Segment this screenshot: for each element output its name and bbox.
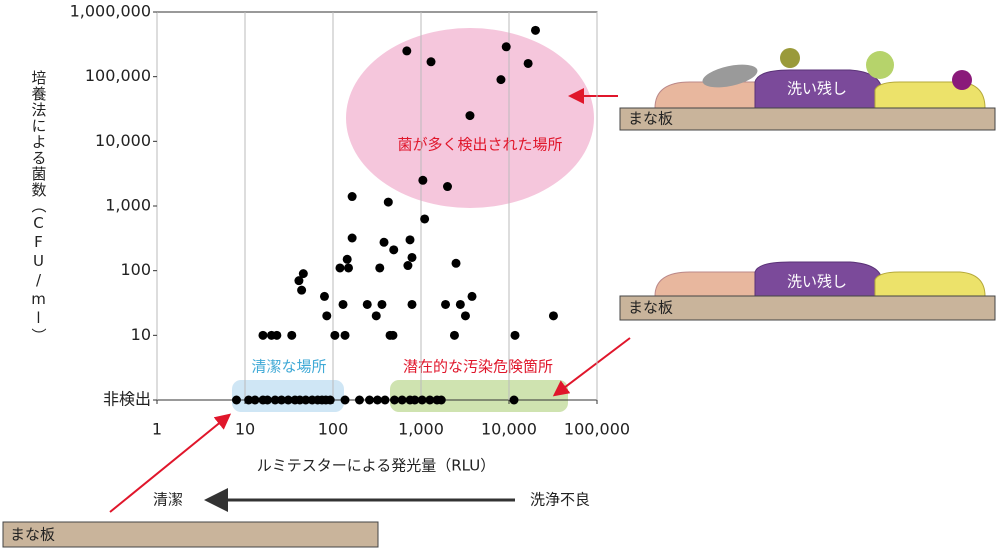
point	[410, 395, 420, 405]
point	[389, 245, 399, 255]
point	[270, 395, 280, 405]
point	[272, 330, 282, 340]
point	[465, 111, 475, 121]
point	[365, 395, 375, 405]
point	[297, 285, 307, 295]
point	[523, 58, 533, 68]
y-axis-label: 培養法による菌数（CFU/ml）	[30, 70, 48, 344]
point	[383, 197, 393, 207]
arrow-label: 洗浄不良	[530, 491, 590, 509]
point	[388, 330, 398, 340]
risk-region	[390, 380, 568, 412]
point	[403, 261, 413, 271]
point	[330, 330, 340, 340]
point	[425, 395, 435, 405]
point	[340, 330, 350, 340]
x-tick-label: 100,000	[564, 420, 630, 439]
point	[407, 252, 417, 262]
illustration-label: まな板	[628, 110, 673, 128]
point	[441, 299, 451, 309]
point	[407, 299, 417, 309]
point	[298, 269, 308, 279]
illustration-cleaned	[619, 261, 996, 321]
point	[372, 395, 382, 405]
point	[342, 254, 352, 264]
y-tick-label: 10	[131, 325, 151, 344]
point	[277, 395, 287, 405]
point	[377, 299, 387, 309]
point	[338, 299, 348, 309]
point	[362, 299, 372, 309]
point	[347, 233, 357, 243]
point	[354, 395, 364, 405]
point	[322, 311, 332, 321]
point	[294, 276, 304, 286]
point	[510, 330, 520, 340]
point	[380, 395, 390, 405]
illustration-label: まな板	[10, 526, 55, 544]
arrows	[109, 88, 631, 513]
point	[375, 263, 385, 273]
illustration-dirty	[619, 48, 996, 131]
x-tick-label: 1	[152, 420, 162, 439]
point	[436, 395, 446, 405]
x-tick-label: 10,000	[481, 420, 537, 439]
point	[530, 25, 540, 35]
point	[258, 330, 268, 340]
y-tick-label: 非検出	[103, 390, 151, 409]
point	[501, 42, 511, 52]
annotation: 清潔な場所	[251, 358, 326, 376]
x-tick-label: 1,000	[398, 420, 444, 439]
point	[402, 46, 412, 56]
point	[343, 263, 353, 273]
point	[420, 214, 430, 224]
point	[319, 291, 329, 301]
illustration-label: まな板	[628, 299, 673, 317]
annotation: 菌が多く検出された場所	[397, 136, 562, 154]
point	[262, 395, 272, 405]
point	[449, 330, 459, 340]
point	[250, 395, 260, 405]
point	[231, 395, 241, 405]
point	[340, 395, 350, 405]
y-tick-label: 100	[120, 260, 151, 279]
arrow-label: 清潔	[153, 491, 183, 509]
point	[426, 57, 436, 67]
point	[418, 175, 428, 185]
point	[371, 311, 381, 321]
illustration-label: 洗い残し	[787, 273, 847, 291]
illustration-board	[2, 521, 379, 548]
point	[467, 291, 477, 301]
point	[325, 395, 335, 405]
x-tick-label: 10	[235, 420, 255, 439]
point	[335, 263, 345, 273]
point	[405, 235, 415, 245]
x-tick-label: 100	[318, 420, 349, 439]
point	[283, 395, 293, 405]
point	[379, 237, 389, 247]
y-tick-label: 1,000	[105, 196, 151, 215]
point	[244, 395, 254, 405]
point	[548, 311, 558, 321]
annotation: 潜在的な汚染危険箇所	[403, 358, 553, 376]
point	[509, 395, 519, 405]
illustration-label: 洗い残し	[787, 80, 847, 98]
point	[390, 395, 400, 405]
point	[460, 311, 470, 321]
point	[397, 395, 407, 405]
point	[442, 182, 452, 192]
point	[347, 192, 357, 202]
x-axis-label: ルミテスターによる発光量（RLU）	[257, 457, 496, 475]
y-tick-label: 100,000	[85, 66, 151, 85]
point	[287, 330, 297, 340]
point	[496, 75, 506, 85]
point	[301, 395, 311, 405]
y-tick-label: 10,000	[95, 131, 151, 150]
point	[455, 299, 465, 309]
y-tick-label: 1,000,000	[70, 2, 151, 21]
point	[451, 258, 461, 268]
point	[417, 395, 427, 405]
